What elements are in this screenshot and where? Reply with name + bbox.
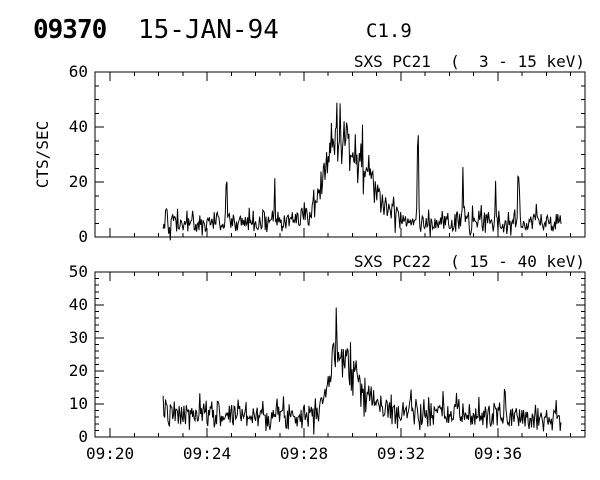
x-tick-label: 09:20 (86, 444, 134, 463)
x-tick-label: 09:36 (474, 444, 522, 463)
plot-title: SXS PC21 ( 3 - 15 keV) (354, 52, 585, 71)
y-axis-label: CTS/SEC (33, 121, 52, 188)
lightcurve-series (162, 307, 562, 435)
x-tick-label: 09:24 (183, 444, 231, 463)
plot-frame (94, 271, 586, 438)
x-tick-label: 09:28 (280, 444, 328, 463)
y-tick-label: 40 (69, 117, 88, 136)
y-tick-label: 0 (78, 427, 88, 446)
y-tick-label: 40 (69, 295, 88, 314)
observation-date: 15-JAN-94 (138, 15, 279, 45)
y-tick-label: 0 (78, 227, 88, 246)
y-tick-label: 20 (69, 172, 88, 191)
x-tick-label: 09:32 (377, 444, 425, 463)
y-tick-label: 50 (69, 262, 88, 281)
y-tick-label: 10 (69, 394, 88, 413)
y-tick-label: 60 (69, 62, 88, 81)
plot-title: SXS PC22 ( 15 - 40 keV) (354, 252, 585, 271)
plot-frame (94, 71, 586, 238)
event-number: 09370 (33, 15, 107, 45)
y-tick-label: 20 (69, 361, 88, 380)
goes-class: C1.9 (366, 20, 412, 42)
lightcurve-series (162, 102, 562, 241)
y-tick-label: 30 (69, 328, 88, 347)
